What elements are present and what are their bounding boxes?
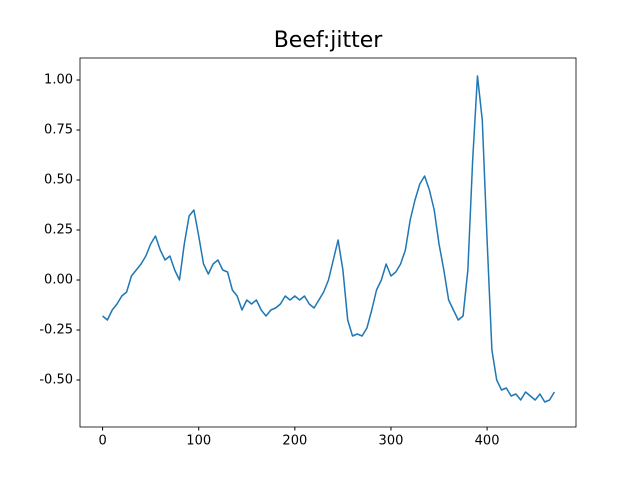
- chart-title: Beef:jitter: [274, 28, 384, 53]
- y-tick-label: 1.00: [44, 73, 73, 88]
- y-tick-label: 0.75: [44, 123, 73, 138]
- y-tick-label: 0.00: [44, 273, 73, 288]
- data-line: [102, 75, 556, 403]
- x-tick-label: 300: [379, 434, 404, 449]
- y-tick-label: 0.50: [44, 173, 73, 188]
- x-tick-label: 200: [282, 434, 307, 449]
- plot-frame: [79, 57, 577, 428]
- x-tick-label: 400: [475, 434, 500, 449]
- y-tick-label: 0.25: [44, 223, 73, 238]
- y-tick-label: -0.50: [39, 373, 73, 388]
- y-tick-label: -0.25: [39, 323, 73, 338]
- x-tick-label: 100: [186, 434, 211, 449]
- x-tick-label: 0: [98, 434, 106, 449]
